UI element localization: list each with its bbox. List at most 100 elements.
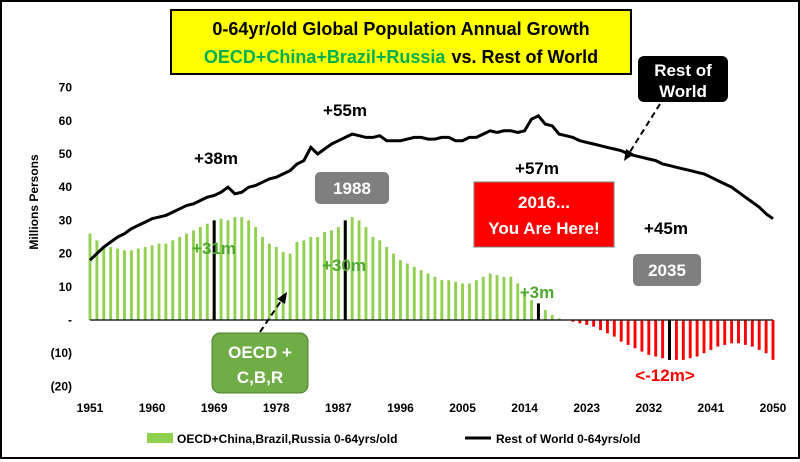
subtitle-green: OECD+China+Brazil+Russia [204, 47, 447, 67]
bar [681, 320, 685, 360]
bar [757, 320, 761, 350]
bar [281, 251, 285, 320]
bar [157, 243, 161, 320]
bar [219, 218, 223, 320]
bar [392, 253, 396, 320]
bar [302, 240, 306, 320]
label-plus57: +57m [515, 159, 559, 178]
bar [467, 283, 471, 320]
y-tick-label: 20 [59, 247, 73, 261]
bar [226, 220, 230, 320]
label-plus45: +45m [644, 219, 688, 238]
bar [716, 320, 720, 347]
rest-of-world-line1: Rest of [654, 61, 712, 80]
oecd-arrow [259, 297, 284, 333]
bar [654, 320, 658, 357]
year-1988-box [315, 172, 389, 204]
bar [647, 320, 651, 355]
x-tick-label: 1969 [201, 401, 228, 415]
bar [426, 273, 430, 320]
rest-of-world-line2: World [659, 82, 707, 101]
rest-of-world-box [638, 56, 728, 102]
x-tick-label: 2005 [449, 401, 476, 415]
bar [440, 280, 444, 320]
bar [247, 220, 251, 320]
bar [178, 237, 182, 320]
legend-line-label: Rest of World 0-64yrs/old [496, 432, 640, 446]
bar [447, 280, 451, 320]
bar [550, 315, 554, 320]
y-axis: (20) (10) - 10 20 30 40 50 60 70 [51, 81, 73, 394]
bar [433, 276, 437, 320]
label-plus38: +38m [194, 149, 238, 168]
oecd-box-line2: C,B,R [237, 368, 283, 387]
rest-of-world-arrow [627, 103, 661, 156]
bar [336, 227, 340, 320]
bar [164, 243, 168, 320]
x-tick-label: 2041 [698, 401, 725, 415]
bar [295, 241, 299, 320]
bar [254, 227, 258, 320]
x-tick-label: 1951 [77, 401, 104, 415]
bar [737, 320, 740, 344]
oecd-box [211, 332, 309, 394]
bar [405, 263, 409, 320]
x-tick-label: 1960 [139, 401, 166, 415]
bar [481, 276, 485, 320]
label-plus55: +55m [323, 101, 367, 120]
bar [488, 273, 492, 320]
bar [357, 220, 361, 320]
label-plus31: +31m [192, 239, 236, 258]
bar [523, 293, 527, 320]
x-tick-label: 2023 [573, 401, 600, 415]
bar [578, 320, 582, 324]
bar [109, 246, 113, 320]
bar [771, 320, 775, 360]
y-tick-label: (10) [51, 346, 72, 360]
bar [530, 300, 533, 320]
bar [323, 232, 327, 320]
bar [454, 281, 458, 320]
bar [123, 250, 126, 320]
bar [723, 320, 727, 345]
y-tick-label: - [68, 313, 72, 327]
y-tick-label: (20) [51, 379, 72, 393]
rest-of-world-arrowhead [624, 149, 634, 161]
bar [233, 217, 237, 320]
bar [585, 320, 589, 325]
bar [316, 237, 320, 320]
oecd-arrowhead [277, 292, 287, 304]
y-tick-label: 40 [59, 180, 73, 194]
subtitle-black: vs. Rest of World [451, 47, 598, 67]
x-tick-label: 2032 [635, 401, 662, 415]
bar [136, 248, 140, 320]
label-plus3: +3m [520, 283, 555, 302]
bar [619, 320, 623, 342]
bar [674, 320, 678, 360]
you-are-here-box [473, 181, 615, 248]
bar [764, 320, 768, 354]
y-tick-label: 30 [59, 213, 73, 227]
bar [95, 240, 99, 320]
bar [743, 320, 747, 345]
bar [750, 320, 754, 347]
y-tick-label: 60 [59, 114, 73, 128]
bar [102, 246, 106, 320]
bar [557, 318, 561, 320]
oecd-box-line1: OECD + [228, 343, 292, 362]
title-box [170, 9, 632, 75]
bar [364, 227, 368, 320]
bar [626, 320, 630, 345]
bar [143, 246, 147, 320]
x-tick-label: 2014 [511, 401, 538, 415]
bar [192, 230, 195, 320]
bar [267, 243, 271, 320]
year-2035-label: 2035 [648, 261, 686, 280]
label-minus12: <-12m> [635, 366, 695, 385]
you-are-here-line2: You Are Here! [488, 219, 599, 238]
y-tick-label: 50 [59, 147, 73, 161]
bar [274, 246, 278, 320]
x-tick-label: 2050 [760, 401, 787, 415]
x-tick-label: 1987 [325, 401, 352, 415]
bar [605, 320, 609, 334]
